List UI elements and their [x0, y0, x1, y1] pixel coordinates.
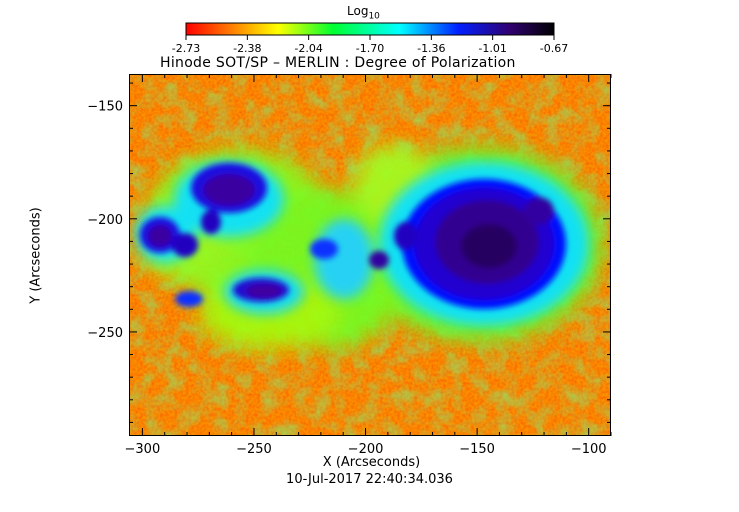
sunspot-small-group — [140, 163, 418, 307]
x-tick-label: −100 — [571, 442, 607, 457]
x-tick-label: −200 — [348, 442, 384, 457]
plot-title: Hinode SOT/SP – MERLIN : Degree of Polar… — [160, 55, 516, 71]
timestamp: 10-Jul-2017 22:40:34.036 — [286, 472, 453, 487]
colorbar-tick-label: -2.04 — [294, 42, 322, 55]
y-tick-label: −150 — [87, 100, 123, 115]
y-axis-label: Y (Arcseconds) — [28, 207, 44, 304]
plot-area — [129, 74, 611, 436]
y-tick-label: −250 — [87, 326, 123, 341]
x-tick-label: −150 — [459, 442, 495, 457]
x-tick-label: −300 — [125, 442, 161, 457]
colorbar-title-sub: 10 — [368, 11, 380, 22]
colorbar-tick-label: -0.67 — [540, 42, 568, 55]
colorbar-tick-label: -2.38 — [233, 42, 261, 55]
colorbar: -2.73 -2.38 -2.04 -1.70 -1.36 -1.01 -0.67 — [172, 22, 568, 55]
colorbar-ticks: -2.73 -2.38 -2.04 -1.70 -1.36 -1.01 -0.67 — [172, 35, 568, 55]
colorbar-tick-label: -2.73 — [172, 42, 200, 55]
sunspot-large — [402, 179, 566, 309]
x-tick-label: −250 — [236, 442, 272, 457]
y-tick-label: −200 — [87, 213, 123, 228]
colorbar-title: Log10 — [347, 4, 380, 21]
colorbar-tick-label: -1.36 — [417, 42, 445, 55]
colorbar-tick-label: -1.01 — [478, 42, 506, 55]
x-axis-label: X (Arcseconds) — [322, 455, 421, 470]
colorbar-title-main: Log — [347, 4, 369, 18]
colorbar-tick-label: -1.70 — [356, 42, 384, 55]
